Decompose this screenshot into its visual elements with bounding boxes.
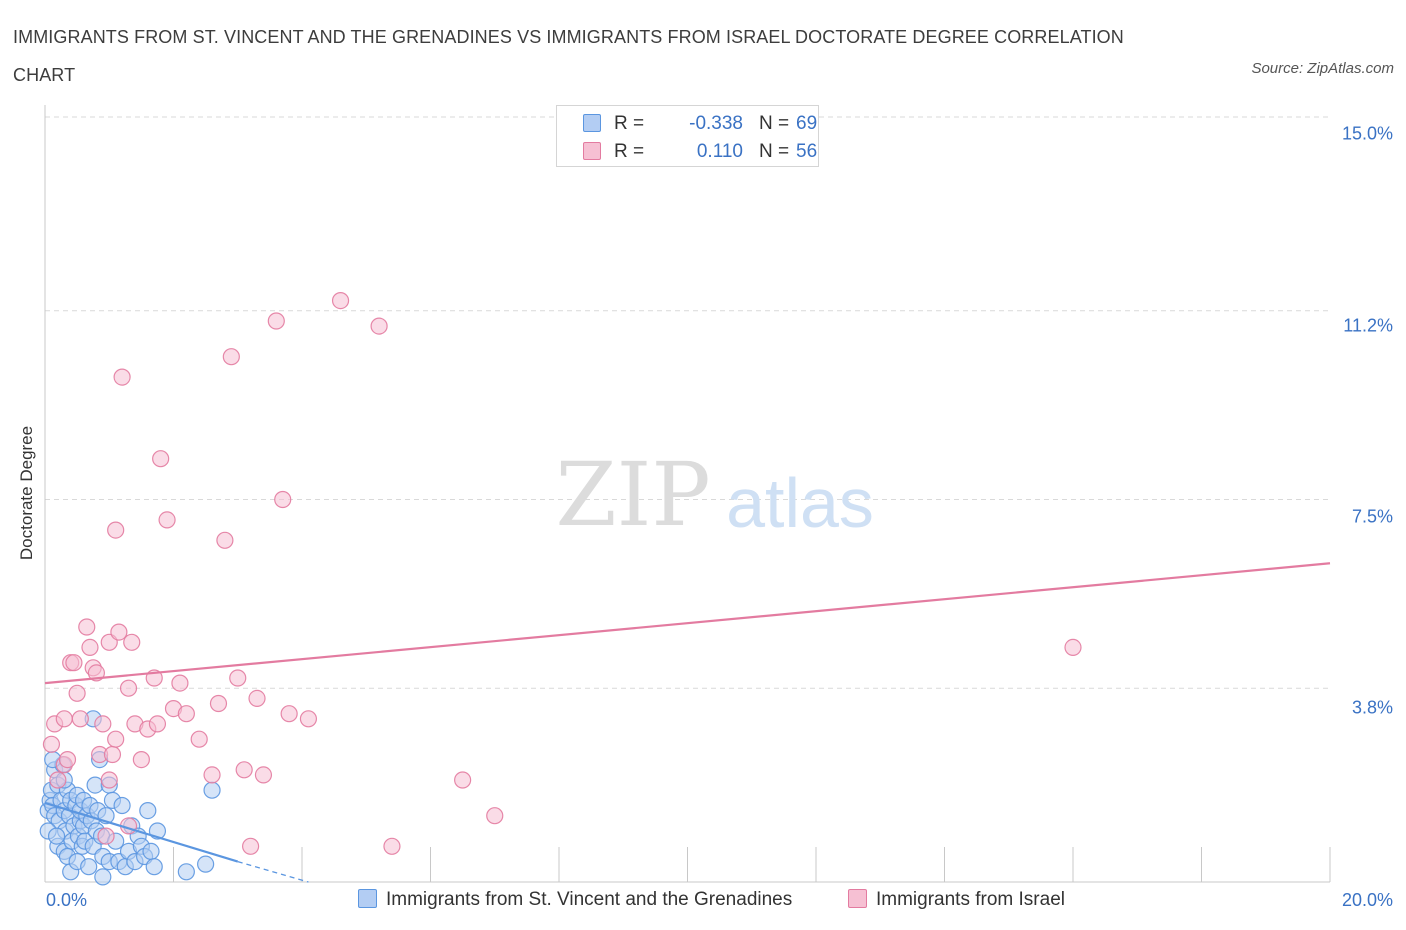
data-point-series-2: [235, 761, 253, 779]
data-point-series-2: [299, 710, 318, 728]
data-point-series-2: [97, 827, 115, 845]
data-point-series-2: [248, 689, 266, 708]
legend-label-series-1: Immigrants from St. Vincent and the Gren…: [386, 889, 793, 910]
data-point-series-2: [107, 521, 125, 539]
legend-swatch-series-2: [848, 889, 867, 908]
data-point-series-2: [229, 669, 247, 687]
data-point-series-1: [197, 855, 215, 873]
series-1-swatch: [583, 114, 601, 132]
x-tick-label-min: 0.0%: [46, 890, 88, 910]
data-point-series-2: [254, 766, 273, 784]
data-point-series-1: [47, 827, 66, 845]
data-point-series-2: [58, 750, 77, 769]
y-tick-label: 15.0%: [1341, 123, 1393, 144]
data-point-series-1: [94, 868, 112, 886]
legend-swatch-series-1: [358, 889, 377, 908]
data-point-series-2: [107, 730, 125, 748]
data-point-series-2: [110, 623, 128, 641]
watermark-atlas: atlas: [726, 464, 874, 542]
data-point-series-2: [486, 807, 504, 825]
trend-line-series-1: [44, 801, 239, 863]
data-point-series-2: [331, 292, 350, 310]
n-label: N =: [759, 141, 790, 162]
data-point-series-2: [222, 348, 240, 366]
y-tick-label: 11.2%: [1343, 315, 1393, 336]
data-point-series-2: [123, 633, 141, 651]
data-point-series-2: [190, 730, 208, 748]
data-point-series-2: [209, 694, 228, 713]
data-point-series-1: [177, 863, 195, 881]
legend-item-series-1: Immigrants from St. Vincent and the Gren…: [358, 889, 792, 911]
legend-label-series-2: Immigrants from Israel: [876, 889, 1065, 910]
data-point-series-2: [65, 654, 83, 672]
data-point-series-2: [171, 674, 189, 692]
data-point-series-2: [49, 771, 67, 789]
data-point-series-2: [242, 837, 260, 855]
data-point-series-2: [1064, 638, 1082, 657]
data-point-series-2: [158, 511, 176, 529]
data-point-series-2: [274, 490, 292, 509]
n-value: 69: [796, 113, 818, 134]
data-point-series-2: [148, 715, 167, 733]
data-point-series-1: [142, 842, 160, 861]
data-point-series-1: [203, 781, 221, 799]
data-point-series-2: [370, 317, 388, 335]
data-point-series-2: [152, 450, 170, 468]
data-point-series-2: [454, 771, 472, 789]
y-tick-label: 7.5%: [1351, 506, 1393, 527]
stats-legend: R = -0.338 N = 69 R = 0.110 N = 56: [556, 105, 819, 167]
y-tick-label: 3.8%: [1351, 697, 1393, 718]
trend-line-series-2: [44, 562, 1331, 685]
data-point-series-2: [94, 715, 112, 733]
series-2-swatch: [583, 142, 601, 160]
data-point-series-2: [81, 638, 99, 657]
data-point-series-2: [383, 837, 401, 855]
chart-source: Source: ZipAtlas.com: [1251, 60, 1394, 77]
x-tick-label-max: 20.0%: [1341, 890, 1393, 910]
data-point-series-1: [139, 801, 157, 820]
data-point-series-2: [119, 679, 138, 697]
data-point-series-2: [68, 684, 86, 702]
data-point-series-1: [80, 858, 98, 876]
data-point-series-2: [78, 618, 96, 636]
data-point-series-2: [100, 771, 118, 789]
data-point-series-2: [203, 766, 221, 784]
data-point-series-1: [113, 796, 131, 815]
watermark-zip: ZIP: [555, 443, 710, 546]
data-point-series-1: [145, 858, 163, 876]
data-point-series-2: [216, 531, 234, 549]
data-point-series-2: [113, 368, 131, 386]
data-point-series-2: [42, 735, 61, 753]
r-label: R =: [614, 113, 645, 134]
chart-title: IMMIGRANTS FROM ST. VINCENT AND THE GREN…: [13, 27, 1124, 85]
trend-line-extension-series-1: [237, 860, 309, 883]
r-label: R =: [614, 141, 645, 162]
data-point-series-2: [280, 705, 298, 723]
data-point-series-2: [103, 745, 122, 764]
legend-item-series-2: Immigrants from Israel: [848, 889, 1065, 911]
data-point-series-2: [55, 710, 73, 728]
r-value: -0.338: [689, 113, 743, 134]
data-point-series-2: [267, 312, 285, 330]
data-point-series-2: [71, 710, 89, 728]
n-label: N =: [759, 113, 790, 134]
n-value: 56: [796, 141, 818, 162]
r-value: 0.110: [696, 141, 743, 162]
data-point-series-2: [132, 750, 150, 769]
data-point-series-2: [177, 705, 195, 723]
